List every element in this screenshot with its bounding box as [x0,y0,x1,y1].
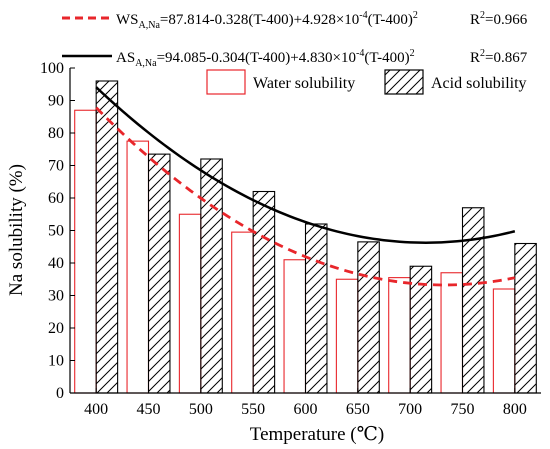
formula-ws-r2: R2=0.966 [470,10,528,28]
water-solubility-bar-450 [126,140,150,394]
fit-curves-layer [95,86,516,287]
y-tick-label: 30 [48,288,64,305]
legend-water-swatch [206,69,246,95]
y-tick-label: 10 [48,353,64,370]
y-tick-label: 100 [40,60,64,77]
y-tick-label: 20 [48,320,64,337]
y-tick-label: 60 [48,190,64,207]
x-tick-label: 600 [294,401,318,418]
legend-acid-swatch [384,69,424,95]
y-tick-label: 70 [48,158,64,175]
water-solubility-bar-650 [335,278,359,394]
bar-legend: Water solubility Acid solubility [206,69,527,95]
x-tick-label: 650 [346,401,370,418]
y-tick-label: 40 [48,255,64,272]
x-tick-label: 800 [503,401,527,418]
acid-solubility-bar-450 [147,153,171,394]
acid-solubility-bar-500 [200,158,223,394]
y-tick-label: 0 [56,385,64,402]
x-tick-label: 700 [398,401,422,418]
formula-as: ASA,Na=94.085-0.304(T-400)+4.830×10-4(T-… [62,48,528,69]
water-solubility-bar-750 [440,272,464,394]
formula-ws-text: WSA,Na=87.814-0.328(T-400)+4.928×10-4(T-… [116,10,418,31]
formula-as-r2: R2=0.867 [470,48,528,66]
x-axis-title: Temperature (℃) [250,424,384,445]
water-solubility-fit-curve [95,106,516,287]
formula-ws: WSA,Na=87.814-0.328(T-400)+4.928×10-4(T-… [62,10,528,31]
acid-solubility-bar-550 [252,190,276,394]
x-tick-label: 550 [241,401,265,418]
legend-acid-label: Acid solubility [431,75,527,92]
y-axis-title: Na solubility (%) [6,164,27,296]
bars-layer [74,80,537,394]
legend-water-label: Water solubility [253,75,355,92]
water-solubility-bar-400 [74,109,97,394]
formula-as-text: ASA,Na=94.085-0.304(T-400)+4.830×10-4(T-… [116,48,415,69]
water-solubility-bar-600 [283,259,307,394]
acid-solubility-bar-800 [514,242,537,394]
acid-solubility-fit-curve [95,86,516,244]
x-tick-label: 500 [189,401,213,418]
x-tick-label: 400 [84,401,108,418]
y-tick-label: 50 [48,223,64,240]
x-tick-label: 750 [451,401,475,418]
x-tick-label: 450 [137,401,161,418]
formula-legend: WSA,Na=87.814-0.328(T-400)+4.928×10-4(T-… [62,10,528,69]
water-solubility-bar-700 [388,277,411,394]
water-solubility-bar-800 [492,288,516,394]
y-tick-label: 80 [48,125,64,142]
water-solubility-bar-500 [178,213,202,394]
acid-solubility-bar-750 [461,207,485,394]
acid-solubility-bar-600 [304,223,328,394]
acid-solubility-bar-650 [357,241,380,394]
acid-solubility-bar-400 [95,80,119,394]
water-solubility-bar-550 [231,231,254,394]
axes-layer: 0 10 20 30 40 50 60 70 80 90 100 400 450 500 550 600 650… [40,60,541,418]
y-tick-label: 90 [48,93,64,110]
